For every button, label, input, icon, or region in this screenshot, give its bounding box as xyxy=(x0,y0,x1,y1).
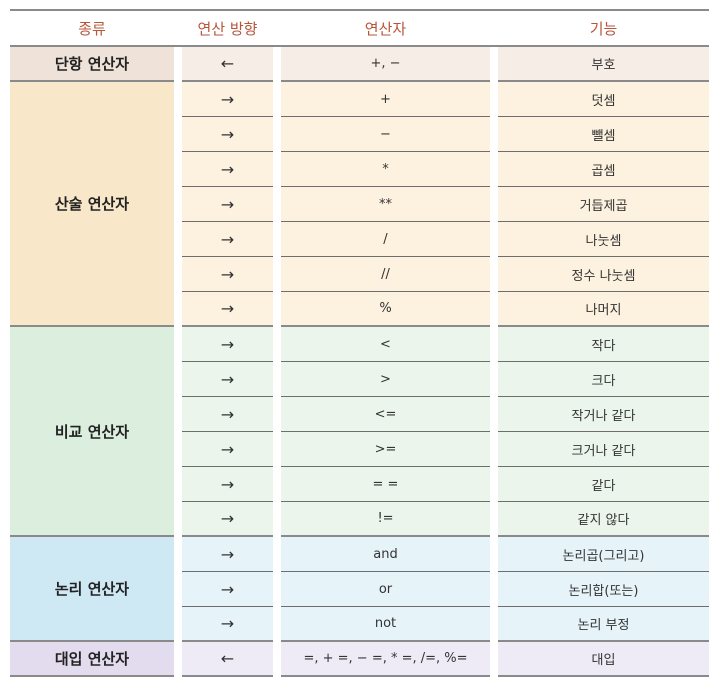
function-cell: 나머지 xyxy=(498,292,709,327)
function-cell: 정수 나눗셈 xyxy=(498,257,709,292)
direction-cell: → xyxy=(182,607,273,642)
function-cell: 부호 xyxy=(498,47,709,82)
direction-cell: → xyxy=(182,537,273,572)
direction-cell: → xyxy=(182,222,273,257)
function-cell: 대입 xyxy=(498,642,709,677)
operator-cell: != xyxy=(281,502,490,537)
operator-cell: ** xyxy=(281,187,490,222)
header-function: 기능 xyxy=(589,20,618,38)
category-cell: 논리 연산자 xyxy=(10,537,174,642)
operator-cell: = = xyxy=(281,467,490,502)
operator-cell: =, + =, − =, * =, /=, %= xyxy=(281,642,490,677)
direction-cell: → xyxy=(182,82,273,117)
operator-cell: > xyxy=(281,362,490,397)
operator-cell: / xyxy=(281,222,490,257)
function-cell: 논리합(또는) xyxy=(498,572,709,607)
direction-cell: → xyxy=(182,397,273,432)
operator-cell: and xyxy=(281,537,490,572)
direction-cell: → xyxy=(182,327,273,362)
operator-cell: + xyxy=(281,82,490,117)
operator-cell: or xyxy=(281,572,490,607)
function-cell: 작거나 같다 xyxy=(498,397,709,432)
direction-cell: → xyxy=(182,117,273,152)
operator-cell: +, − xyxy=(281,47,490,82)
operator-cell: < xyxy=(281,327,490,362)
operator-cell: − xyxy=(281,117,490,152)
operator-cell: % xyxy=(281,292,490,327)
category-cell: 단항 연산자 xyxy=(10,47,174,82)
header-direction: 연산 방향 xyxy=(197,20,258,38)
direction-cell: → xyxy=(182,152,273,187)
function-cell: 크거나 같다 xyxy=(498,432,709,467)
header-kind: 종류 xyxy=(78,20,106,38)
operator-cell: // xyxy=(281,257,490,292)
function-cell: 같다 xyxy=(498,467,709,502)
category-cell: 대입 연산자 xyxy=(10,642,174,677)
category-cell: 비교 연산자 xyxy=(10,327,174,537)
function-cell: 크다 xyxy=(498,362,709,397)
category-cell: 산술 연산자 xyxy=(10,82,174,327)
header-operator: 연산자 xyxy=(364,20,407,38)
direction-cell: → xyxy=(182,292,273,327)
function-cell: 뺄셈 xyxy=(498,117,709,152)
header-rule xyxy=(10,45,709,47)
operator-cell: not xyxy=(281,607,490,642)
direction-cell: → xyxy=(182,362,273,397)
table-top-rule xyxy=(10,9,709,11)
function-cell: 나눗셈 xyxy=(498,222,709,257)
direction-cell: ← xyxy=(182,642,273,677)
function-cell: 같지 않다 xyxy=(498,502,709,537)
operator-cell: <= xyxy=(281,397,490,432)
direction-cell: → xyxy=(182,572,273,607)
operator-cell: >= xyxy=(281,432,490,467)
direction-cell: → xyxy=(182,187,273,222)
function-cell: 작다 xyxy=(498,327,709,362)
function-cell: 논리곱(그리고) xyxy=(498,537,709,572)
operator-cell: * xyxy=(281,152,490,187)
function-cell: 논리 부정 xyxy=(498,607,709,642)
direction-cell: → xyxy=(182,467,273,502)
function-cell: 거듭제곱 xyxy=(498,187,709,222)
direction-cell: ← xyxy=(182,47,273,82)
direction-cell: → xyxy=(182,502,273,537)
function-cell: 덧셈 xyxy=(498,82,709,117)
function-cell: 곱셈 xyxy=(498,152,709,187)
direction-cell: → xyxy=(182,257,273,292)
direction-cell: → xyxy=(182,432,273,467)
